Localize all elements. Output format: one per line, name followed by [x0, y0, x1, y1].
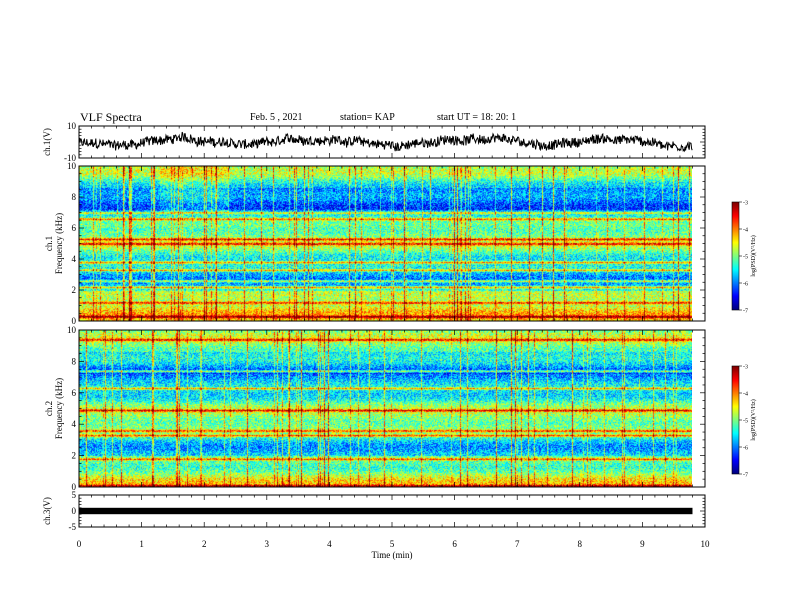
- y-tick-label: -10: [64, 153, 76, 163]
- y-tick-label: 2: [72, 451, 77, 461]
- y-axis-label: ch.1(V): [42, 128, 52, 156]
- y-tick-label: 10: [67, 121, 77, 131]
- x-tick-label: 0: [77, 539, 82, 549]
- x-tick-label: 6: [452, 539, 457, 549]
- x-tick-label: 1: [139, 539, 144, 549]
- x-tick-label: 7: [515, 539, 520, 549]
- y-tick-label: 8: [72, 356, 77, 366]
- station-label: station= KAP: [340, 112, 395, 123]
- spectrogram-ch2: [79, 330, 692, 487]
- x-tick-label: 5: [390, 539, 395, 549]
- y-tick-label: 8: [72, 192, 77, 202]
- colorbar-label: log(PSD)(V²/Hz): [750, 399, 757, 440]
- y-tick-label: 0: [72, 316, 77, 326]
- colorbar-tick-label: -7: [743, 309, 748, 315]
- x-tick-label: 4: [327, 539, 332, 549]
- date-label: Feb. 5 , 2021: [250, 112, 303, 123]
- colorbar-tick-label: -7: [743, 473, 748, 479]
- spectrogram-ch1: [79, 166, 692, 321]
- y-tick-label: 4: [72, 419, 77, 429]
- y-axis-label: ch.3(V): [42, 497, 52, 525]
- colorbar-label: log(PSD)(V²/Hz): [750, 235, 757, 276]
- colorbar: [732, 202, 739, 310]
- x-tick-label: 2: [202, 539, 207, 549]
- ch1-voltage-trace: [78, 131, 693, 153]
- y-tick-label: 10: [67, 161, 77, 171]
- y-axis-label-channel: ch.2: [44, 401, 54, 416]
- y-tick-label: 0: [72, 482, 77, 492]
- y-tick-label: 10: [67, 325, 77, 335]
- colorbar-tick-label: -6: [743, 446, 748, 452]
- y-tick-label: 4: [72, 254, 77, 264]
- x-tick-label: 3: [265, 539, 270, 549]
- x-tick-label: 8: [578, 539, 583, 549]
- y-axis-label: Frequency (kHz): [54, 378, 64, 439]
- start-time-label: start UT = 18: 20: 1: [437, 112, 517, 123]
- colorbar-tick-label: -4: [743, 228, 748, 234]
- y-tick-label: 5: [72, 490, 77, 500]
- colorbar-tick-label: -5: [743, 419, 748, 425]
- colorbar-tick-label: -4: [743, 392, 748, 398]
- x-axis-label: Time (min): [372, 550, 413, 560]
- colorbar-tick-label: -3: [743, 365, 748, 371]
- colorbar-tick-label: -6: [743, 282, 748, 288]
- y-axis-label: Frequency (kHz): [54, 213, 64, 274]
- y-tick-label: 2: [72, 285, 77, 295]
- y-tick-label: 0: [72, 506, 77, 516]
- ch3-voltage-trace: [79, 507, 693, 515]
- y-tick-label: 6: [72, 223, 77, 233]
- chart-title: VLF Spectra: [80, 110, 142, 124]
- x-tick-label: 9: [640, 539, 645, 549]
- colorbar-tick-label: -3: [743, 201, 748, 207]
- x-tick-label: 10: [701, 539, 711, 549]
- y-axis-label-channel: ch.1: [44, 236, 54, 251]
- y-tick-label: -5: [69, 522, 77, 532]
- colorbar: [732, 366, 739, 474]
- colorbar-tick-label: -5: [743, 255, 748, 261]
- y-tick-label: 6: [72, 388, 77, 398]
